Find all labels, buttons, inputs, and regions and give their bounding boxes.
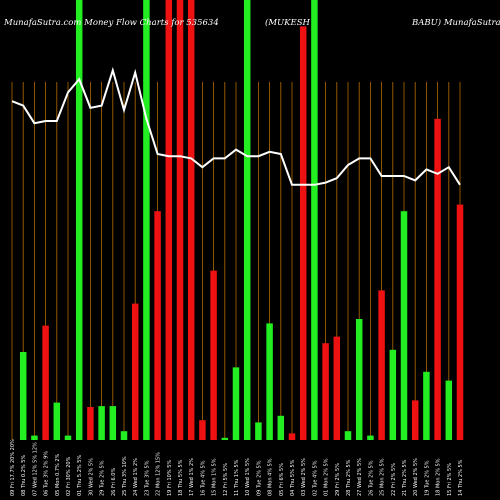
x-tick-label: 03 Wed 2% 5% — [301, 458, 307, 496]
x-tick-label: 27 Wed 2% 5% — [357, 458, 363, 496]
bar — [75, 0, 83, 440]
bar — [154, 211, 161, 440]
x-tick-label: 29 Tue 2% 5% — [100, 460, 106, 496]
bar — [42, 325, 49, 440]
bar — [378, 290, 385, 440]
x-tick-labels: 09 Fri 17.7% 20% 20% 08 Thu 0.2% 5% 07 Wed… — [10, 439, 464, 496]
bar — [266, 323, 273, 440]
bar — [87, 407, 94, 440]
x-tick-label: 06 Tue 3% 2% 9% — [44, 451, 50, 496]
x-tick-label: 30 Wed 2% 5% — [88, 458, 94, 496]
bar — [143, 0, 150, 440]
bar — [53, 402, 61, 440]
bar — [243, 0, 251, 440]
x-tick-label: 28 Thu 2% 5% — [346, 459, 352, 496]
bar — [210, 270, 217, 440]
bar — [299, 26, 307, 441]
x-tick-label: 09 Fri 17.7% 20% 20% — [10, 439, 16, 496]
x-tick-label: 18 Mon 2% 5% — [436, 458, 442, 496]
bar — [64, 435, 72, 440]
x-tick-label: 14 Thu 2% 5% — [458, 459, 464, 496]
x-tick-label: 10 Wed 1% 5% — [245, 458, 251, 496]
bar — [434, 118, 441, 441]
bar — [400, 211, 408, 440]
x-tick-label: 01 Thu 5.2% 5% — [77, 455, 83, 496]
x-tick-label: 19 Fri 10% 5% — [167, 460, 173, 496]
x-tick-label: 01 Mon 2% 5% — [324, 458, 330, 496]
bar — [355, 319, 363, 440]
bar — [232, 367, 240, 440]
bar — [288, 433, 296, 440]
bar — [176, 0, 184, 440]
bar — [31, 435, 38, 440]
x-tick-label: 07 Wed 12% 5% 12% — [32, 442, 38, 496]
x-tick-label: 17 Wed 1% 2% — [189, 458, 195, 496]
x-tick-label: 23 Tue 3% 5% — [144, 460, 150, 496]
x-tick-label: 25 Mon 2% 5% — [380, 458, 386, 496]
bar — [98, 406, 105, 440]
bar — [411, 400, 419, 440]
bar — [221, 437, 229, 440]
bar-series — [19, 0, 464, 441]
money-flow-line — [11, 66, 461, 186]
x-tick-label: 05 Fri 6% 5% — [279, 463, 285, 496]
chart-title-right: BABU) MunafaSutra.com — [411, 17, 500, 28]
x-tick-label: 02 Tue 4% 5% — [312, 460, 318, 496]
bar — [389, 349, 397, 440]
x-tick-label: 11 Thu 1% 5% — [234, 459, 240, 496]
bar — [456, 204, 464, 440]
chart-title-mid: (MUKESH — [265, 17, 311, 28]
x-tick-label: 24 Wed 1% 2% — [133, 458, 139, 496]
bar — [423, 371, 430, 440]
bar — [367, 435, 374, 440]
x-tick-label: 20 Wed 2% 5% — [413, 458, 419, 496]
bar — [199, 420, 206, 440]
x-tick-label: 22 Mon 12% 15% — [156, 452, 162, 496]
x-tick-label: 25 Thu 3% 10% — [122, 456, 128, 496]
x-tick-label: 22 Fri 2% 5% — [391, 463, 397, 496]
x-tick-label: 26 Fri 6.0% — [111, 468, 117, 496]
x-tick-label: 08 Thu 0.2% 5% — [21, 455, 27, 496]
bar — [19, 352, 27, 440]
x-tick-label: 05 Mon 0.7% 2% — [55, 453, 61, 496]
x-tick-label: 04 Thu 5% 5% — [290, 459, 296, 496]
x-tick-label: 18 Thu 5% 5% — [178, 459, 184, 496]
bar — [131, 303, 139, 440]
x-tick-label: 16 Tue 4% 5% — [200, 460, 206, 496]
bar — [120, 431, 128, 440]
chart-title-left: MunafaSutra.com Money Flow Charts for 53… — [3, 18, 219, 28]
x-tick-label: 08 Mon 4% 5% — [268, 458, 274, 496]
bar — [255, 422, 262, 440]
x-tick-label: 02 Fri 30% 20% — [66, 456, 72, 496]
x-tick-label: 26 Tue 2% 5% — [368, 460, 374, 496]
bar — [322, 343, 329, 440]
x-tick-label: 21 Thu 2% 5% — [402, 459, 408, 496]
bar — [344, 431, 352, 440]
bar — [445, 380, 453, 440]
bar — [187, 0, 195, 440]
x-tick-label: 19 Tue 2% 5% — [424, 460, 430, 496]
x-tick-label: 12 Fri 5% 5% — [223, 463, 229, 496]
bar — [333, 336, 341, 440]
bar — [165, 0, 173, 440]
bar — [277, 415, 285, 440]
x-tick-label: 29 Fri 2% 5% — [335, 463, 341, 496]
bar — [109, 406, 117, 440]
x-tick-label: 15 Fri 2% 5% — [447, 463, 453, 496]
x-tick-label: 15 Mon 1% 5% — [212, 458, 218, 496]
bar — [311, 0, 318, 440]
x-tick-label: 09 Tue 2% 5% — [256, 460, 262, 496]
